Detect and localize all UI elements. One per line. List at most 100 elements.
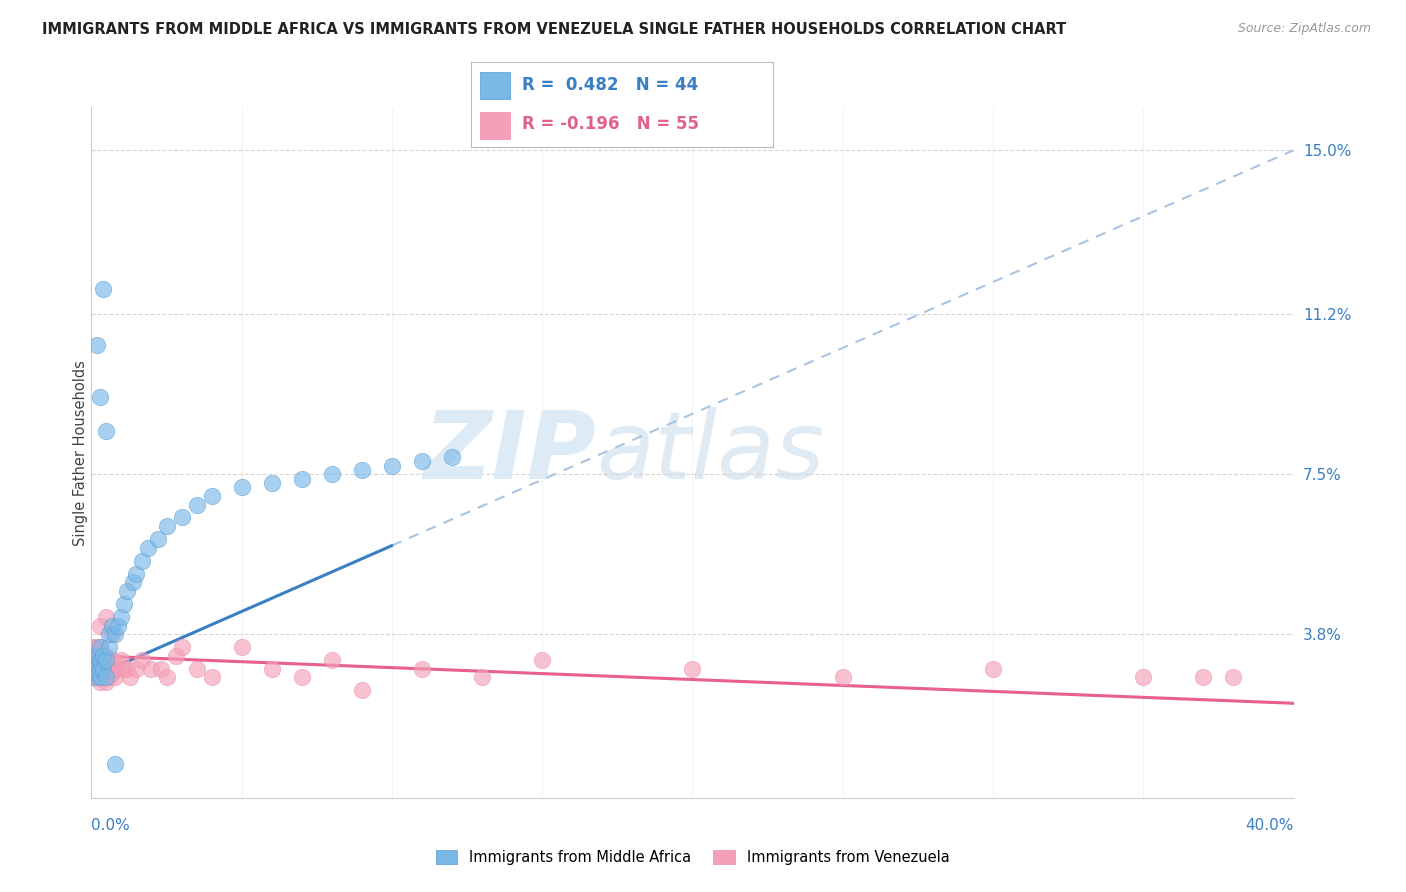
Point [96,610,118,624]
Point [138,541,160,555]
Point [149,662,172,676]
Point [104,670,127,684]
Point [86,657,108,672]
Point [114,597,136,611]
Point [83,670,105,684]
Point [291,472,314,486]
Point [89,390,111,404]
Point [122,575,145,590]
Text: ZIP: ZIP [423,407,596,499]
Point [231,640,253,654]
Point [89,662,111,676]
Point [165,648,187,663]
Point [107,618,129,632]
Point [93,662,115,676]
Point [86,670,108,684]
Point [89,653,111,667]
Point [120,670,142,684]
Point [98,640,121,654]
Point [231,480,253,494]
Point [260,662,283,676]
Point [104,627,127,641]
Point [186,662,208,676]
Point [155,519,177,533]
Point [440,450,463,464]
Point [321,653,343,667]
Point [350,683,373,698]
Point [89,674,111,689]
Point [104,756,127,771]
Point [681,662,703,676]
Point [89,653,111,667]
Text: 0.0%: 0.0% [91,818,131,832]
Point [260,475,283,490]
Text: R =  0.482   N = 44: R = 0.482 N = 44 [523,77,699,95]
Point [104,662,127,676]
Point [83,653,105,667]
Point [89,640,111,654]
Point [411,454,433,468]
Point [291,670,314,684]
Bar [479,71,510,99]
Text: R = -0.196   N = 55: R = -0.196 N = 55 [523,115,699,133]
Point [101,618,124,632]
Point [96,662,118,676]
Point [96,424,118,438]
Point [83,640,105,654]
Point [98,670,121,684]
Point [117,583,139,598]
Point [381,458,404,473]
Point [93,281,115,295]
Point [93,648,115,663]
Point [981,662,1004,676]
Bar [479,112,510,139]
Point [170,640,193,654]
Point [89,670,111,684]
Point [83,653,105,667]
Point [86,640,108,654]
Point [110,610,132,624]
Point [170,510,193,524]
Point [101,653,124,667]
Point [471,670,494,684]
Point [86,648,108,663]
Point [131,554,153,568]
Point [89,618,111,632]
Point [350,463,373,477]
Point [1192,670,1215,684]
Point [93,670,115,684]
Point [831,670,853,684]
Point [83,662,105,676]
Point [83,662,105,676]
Point [89,640,111,654]
Point [83,670,105,684]
Point [141,662,163,676]
Point [201,489,224,503]
Point [101,666,124,681]
Point [86,657,108,672]
Point [101,627,124,641]
Y-axis label: Single Father Households: Single Father Households [73,359,87,546]
Point [98,627,121,641]
Point [117,662,139,676]
Point [89,662,111,676]
Point [1222,670,1244,684]
Point [93,662,115,676]
Point [110,653,132,667]
Point [96,648,118,663]
Point [125,662,148,676]
Point [186,498,208,512]
Legend: Immigrants from Middle Africa, Immigrants from Venezuela: Immigrants from Middle Africa, Immigrant… [430,844,955,871]
Text: atlas: atlas [596,407,824,499]
Point [107,657,129,672]
Point [86,337,108,351]
Point [96,670,118,684]
Point [321,467,343,482]
Point [146,532,169,546]
Point [411,662,433,676]
Point [86,666,108,681]
Point [96,674,118,689]
Point [131,653,153,667]
Point [531,653,554,667]
Point [125,566,148,581]
